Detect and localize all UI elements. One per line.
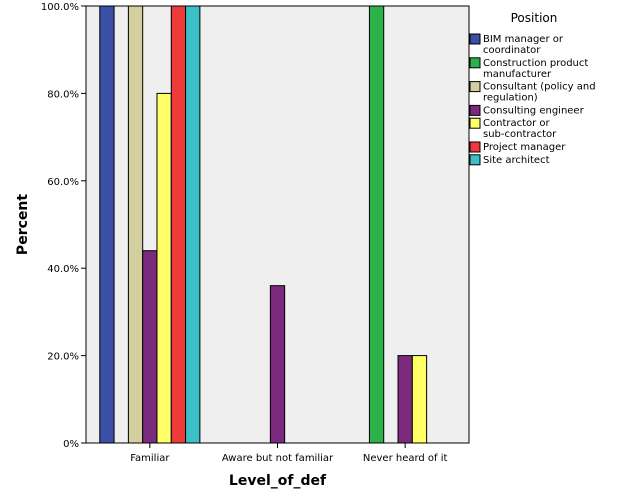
bar xyxy=(411,355,428,444)
x-tick-label: Never heard of it xyxy=(363,453,448,464)
legend-swatch xyxy=(469,57,481,69)
bars xyxy=(99,5,428,444)
legend-swatch xyxy=(469,104,481,116)
legend-label: Contractor or sub-contractor xyxy=(483,118,557,140)
legend: Position BIM manager or coordinatorConstr… xyxy=(469,11,596,166)
legend-label: Site architect xyxy=(483,155,550,166)
legend-swatch xyxy=(469,81,481,93)
y-tick-label: 20.0% xyxy=(47,352,79,363)
legend-label: BIM manager or coordinator xyxy=(483,34,564,56)
y-tick-label: 40.0% xyxy=(47,264,79,275)
y-tick-label: 100.0% xyxy=(41,2,79,13)
bar xyxy=(368,5,385,444)
legend-label: Construction product manufacturer xyxy=(483,58,588,80)
x-tick-label: Aware but not familiar xyxy=(222,453,334,464)
y-tick-label: 60.0% xyxy=(47,177,79,188)
bar xyxy=(99,5,115,444)
bar xyxy=(185,5,201,444)
legend-swatch xyxy=(469,154,481,166)
x-axis-title: Level_of_def xyxy=(229,473,327,489)
x-axis: Familiar Aware but not familiar Never hear… xyxy=(130,443,448,464)
bar xyxy=(397,355,413,444)
y-axis: 0% 20.0% 40.0% 60.0% 80.0% 100.0% xyxy=(41,2,86,450)
bar xyxy=(127,5,144,444)
bar xyxy=(269,285,286,444)
legend-swatch xyxy=(469,33,481,45)
bar xyxy=(142,250,158,444)
legend-label: Project manager xyxy=(483,142,566,153)
x-tick-label: Familiar xyxy=(130,453,170,464)
y-tick-label: 80.0% xyxy=(47,89,79,100)
legend-label: Consulting engineer xyxy=(483,105,585,116)
y-axis-title: Percent xyxy=(15,194,31,255)
legend-title: Position xyxy=(511,11,558,25)
legend-swatch xyxy=(469,141,481,153)
bar xyxy=(156,92,172,444)
y-tick-label: 0% xyxy=(63,439,79,450)
legend-label: Consultant (policy and regulation) xyxy=(483,82,596,104)
bar xyxy=(170,5,187,444)
legend-swatch xyxy=(469,117,481,129)
